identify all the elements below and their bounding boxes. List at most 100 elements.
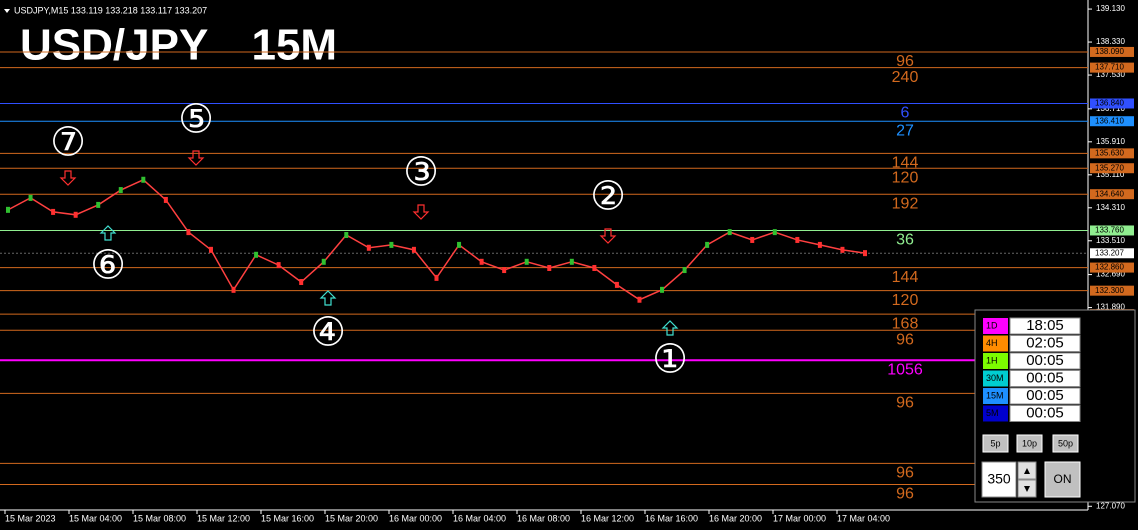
toggle-button[interactable] (1044, 461, 1081, 498)
candle (118, 187, 123, 194)
wave-marker: ② (590, 175, 626, 219)
x-tick-label: 15 Mar 2023 (5, 513, 56, 523)
level-count: 96 (896, 395, 914, 412)
price-tag-bg (1090, 189, 1134, 200)
signal-arrow (59, 170, 77, 186)
candle (863, 250, 867, 257)
candle (321, 258, 326, 265)
timer-value: 00:05 (1026, 369, 1064, 386)
price-tag-bg (1090, 46, 1134, 57)
signal-arrow (99, 225, 117, 241)
price-tag: 137.710 (1095, 63, 1124, 72)
candle (96, 201, 101, 208)
y-tick-label: 139.130 (1096, 4, 1125, 13)
wave-marker: ⑤ (178, 98, 214, 142)
symbol-info: USDJPY,M15 133.119 133.218 133.117 133.2… (14, 5, 207, 15)
candle (457, 241, 462, 248)
tf-label: 4H (986, 338, 998, 348)
signal-arrow (412, 204, 430, 220)
tf-badge (983, 370, 1008, 387)
level-count: 240 (892, 69, 919, 86)
current-price-bg (1090, 248, 1134, 259)
price-tag: 135.270 (1095, 163, 1124, 172)
y-tick-label: 135.910 (1096, 137, 1125, 146)
tf-badge (983, 318, 1008, 334)
timer-value: 00:05 (1026, 387, 1064, 404)
candle (705, 241, 710, 248)
tf-label: 1D (986, 320, 998, 330)
price-tag-bg (1090, 116, 1134, 127)
pip-button[interactable] (982, 434, 1009, 453)
x-tick-label: 17 Mar 00:00 (773, 513, 826, 523)
tf-badge (983, 405, 1008, 422)
candle (524, 258, 529, 265)
tf-label: 15M (986, 390, 1004, 400)
y-tick-label: 133.510 (1096, 236, 1125, 245)
y-tick-label: 138.330 (1096, 37, 1125, 46)
timer-box (1009, 352, 1081, 370)
price-tag-bg (1090, 285, 1134, 296)
level-count: 6 (901, 105, 910, 122)
chart-title: USD/JPY 15M (20, 21, 337, 70)
candle (434, 274, 439, 281)
candle (502, 267, 507, 274)
candle (592, 264, 597, 271)
pip-button[interactable] (1016, 434, 1043, 453)
level-count: 144 (892, 155, 919, 172)
candle (141, 176, 146, 183)
candle (186, 229, 191, 236)
candle (299, 279, 304, 286)
candle (772, 229, 777, 236)
candle (344, 232, 349, 239)
timer-box (1009, 405, 1081, 422)
menu-triangle[interactable] (4, 9, 10, 13)
timer-box (1009, 317, 1081, 335)
candle (254, 251, 259, 258)
toggle-label[interactable]: ON (1054, 472, 1072, 486)
x-tick-label: 16 Mar 04:00 (453, 513, 506, 523)
level-count: 96 (896, 331, 914, 348)
price-tag: 132.300 (1095, 286, 1124, 295)
x-tick-label: 16 Mar 08:00 (517, 513, 570, 523)
signal-arrow (599, 228, 617, 244)
pip-button[interactable] (1052, 434, 1079, 453)
pip-button-label[interactable]: 5p (990, 438, 1000, 448)
x-tick-label: 16 Mar 00:00 (389, 513, 442, 523)
candle (795, 236, 800, 243)
tf-label: 1H (986, 355, 998, 365)
level-count: 120 (892, 169, 919, 186)
timer-value: 02:05 (1026, 334, 1064, 351)
wave-marker: ④ (310, 311, 346, 355)
candle (276, 262, 281, 269)
price-tag: 132.860 (1095, 263, 1124, 272)
candle (411, 246, 416, 253)
level-count: 1056 (887, 362, 923, 379)
pip-button-label[interactable]: 50p (1058, 438, 1073, 448)
y-tick-label: 127.070 (1096, 501, 1125, 510)
level-count: 27 (896, 122, 914, 139)
pip-button-label[interactable]: 10p (1022, 438, 1037, 448)
price-tag: 133.760 (1095, 226, 1124, 235)
candle (569, 258, 574, 265)
price-tag-bg (1090, 62, 1134, 73)
x-tick-label: 15 Mar 16:00 (261, 513, 314, 523)
tf-badge (983, 388, 1008, 404)
price-tag: 134.640 (1095, 189, 1124, 198)
tf-label: 30M (986, 373, 1004, 383)
level-count: 96 (896, 465, 914, 482)
signal-arrow (187, 150, 205, 166)
level-count: 96 (896, 486, 914, 503)
x-tick-label: 15 Mar 08:00 (133, 513, 186, 523)
timer-box (1009, 335, 1081, 352)
wave-marker: ⑥ (90, 244, 126, 288)
candle (637, 296, 642, 303)
level-count: 192 (892, 195, 919, 212)
x-tick-label: 15 Mar 12:00 (197, 513, 250, 523)
count-input-value[interactable]: 350 (987, 471, 1011, 487)
candle (750, 236, 755, 243)
price-tag-bg (1090, 225, 1134, 236)
count-input[interactable] (981, 461, 1017, 498)
x-tick-label: 16 Mar 12:00 (581, 513, 634, 523)
